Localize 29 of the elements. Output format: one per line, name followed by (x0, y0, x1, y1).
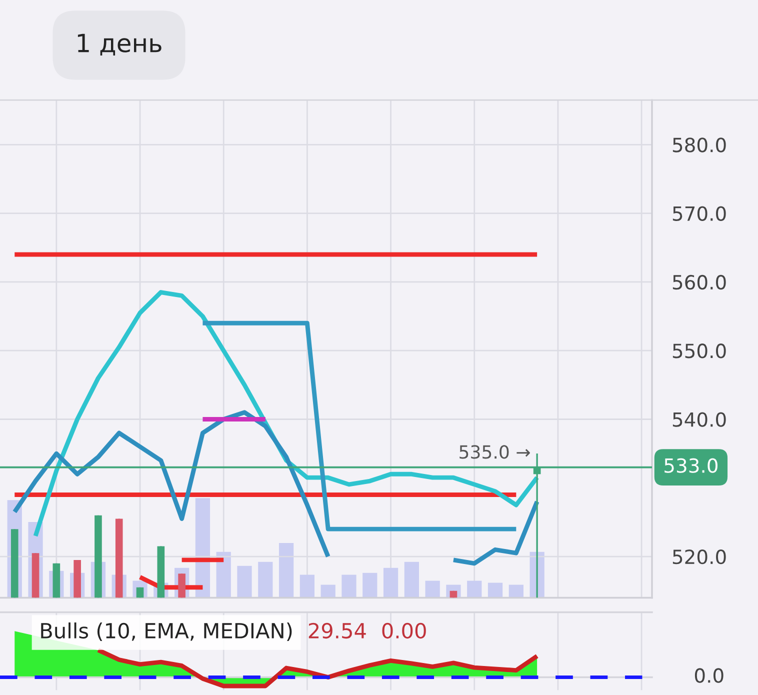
y-tick-label: 560.0 (672, 274, 726, 290)
bar (300, 574, 315, 598)
bar (216, 552, 231, 598)
bar (508, 584, 524, 598)
y-tick-label: 550.0 (672, 344, 726, 358)
bar (383, 568, 398, 598)
bar (362, 572, 378, 598)
bar (342, 574, 356, 598)
y-tick-label: 520.0 (672, 549, 726, 564)
bar (278, 542, 294, 598)
bar (195, 498, 210, 598)
bar (467, 580, 482, 598)
ref-line-label: 0.0 (694, 668, 724, 683)
y-tick-label: 540.0 (672, 412, 726, 427)
y-tick-label: 580.0 (672, 138, 726, 152)
bar (488, 582, 503, 598)
annotation: 0.00 (382, 622, 426, 639)
bar (258, 562, 273, 598)
line-series (33, 290, 540, 538)
bar (320, 584, 336, 598)
bar (404, 562, 419, 598)
chart-title: Bulls (10, EMA, MEDIAN) (41, 622, 292, 642)
y-tick-label: 570.0 (672, 206, 726, 221)
ref-line-label: 533.0 (664, 458, 718, 473)
bar (425, 580, 440, 598)
bar (237, 566, 252, 598)
annotation: 535.0 → (460, 445, 530, 459)
annotation: 29.54 (308, 622, 366, 639)
text: 1 день (78, 34, 162, 56)
